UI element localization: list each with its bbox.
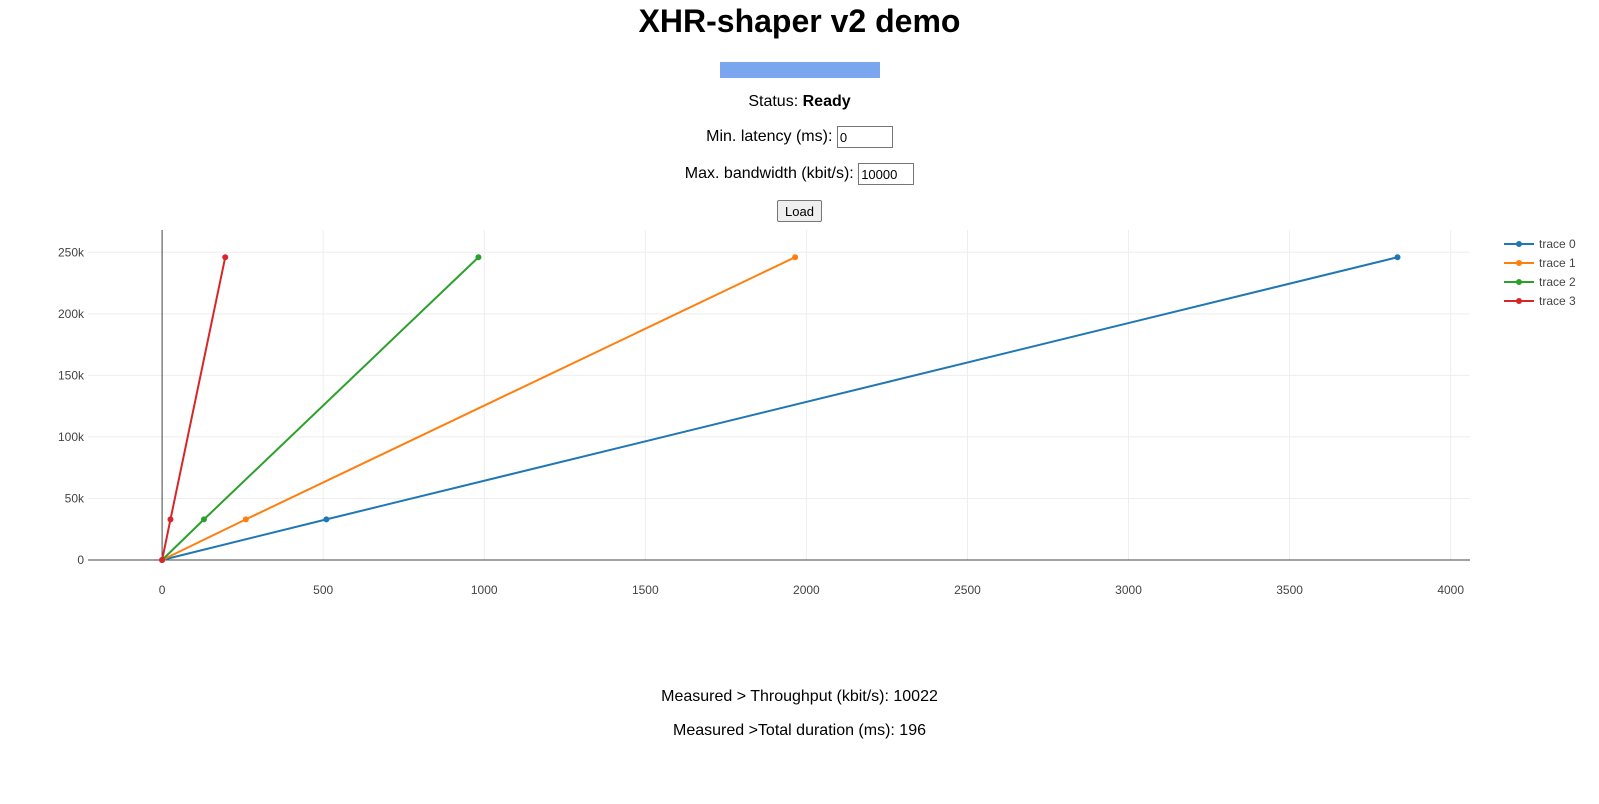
series-point-0 [1394, 254, 1401, 261]
y-tick-label: 50k [65, 491, 85, 505]
x-tick-label: 1500 [632, 583, 659, 597]
y-tick-label: 250k [58, 245, 85, 259]
series-point-3 [222, 254, 229, 261]
y-tick-label: 100k [58, 430, 85, 444]
bandwidth-label: Max. bandwidth (kbit/s): [684, 165, 854, 183]
legend-marker-2 [1516, 279, 1522, 285]
series-line-0 [161, 256, 1398, 561]
x-tick-label: 1000 [471, 583, 498, 597]
series-point-0 [323, 516, 330, 523]
series-line-2 [161, 256, 480, 561]
y-tick-label: 200k [58, 307, 85, 321]
series-point-1 [242, 516, 249, 523]
x-tick-label: 0 [159, 583, 166, 597]
latency-row: Min. latency (ms): [0, 126, 1599, 148]
series-point-3 [159, 557, 166, 563]
series-line-1 [161, 256, 796, 561]
series-point-2 [200, 516, 207, 523]
status-value: Ready [802, 93, 851, 110]
status-label: Status: [748, 93, 799, 110]
progress-bar [720, 62, 880, 78]
series-point-1 [792, 254, 799, 261]
x-tick-label: 2000 [793, 583, 820, 597]
x-tick-label: 3000 [1115, 583, 1142, 597]
page-title: XHR-shaper v2 demo [638, 3, 961, 39]
x-tick-label: 2500 [954, 583, 981, 597]
legend-marker-3 [1516, 298, 1522, 304]
legend-label-0: trace 0 [1539, 237, 1576, 251]
throughput-chart: 0 500 1000 1500 2000 2500 3000 3500 4000 0 50k 100k… [58, 230, 1576, 597]
status-row: Status: Ready [0, 92, 1599, 112]
latency-label: Min. latency (ms): [706, 128, 833, 146]
measured-throughput: Measured > Throughput (kbit/s): 10022 [661, 688, 938, 705]
measured-duration: Measured >Total duration (ms): 196 [672, 722, 926, 739]
latency-input[interactable] [836, 126, 893, 148]
legend-marker-1 [1516, 260, 1522, 266]
series-point-2 [475, 254, 482, 261]
x-tick-label: 3500 [1276, 583, 1303, 597]
bandwidth-row: Max. bandwidth (kbit/s): [0, 163, 1599, 185]
legend-label-1: trace 1 [1539, 256, 1576, 270]
legend-label-3: trace 3 [1539, 294, 1576, 308]
y-tick-label: 0 [77, 553, 84, 567]
legend-label-2: trace 2 [1539, 275, 1576, 289]
series-line-3 [161, 257, 227, 561]
load-button[interactable]: Load [777, 200, 822, 222]
x-tick-label: 500 [313, 583, 333, 597]
x-tick-label: 4000 [1437, 583, 1464, 597]
legend-marker-0 [1516, 241, 1522, 247]
bandwidth-input[interactable] [858, 163, 915, 185]
load-row: Load [0, 200, 1599, 222]
series-point-3 [167, 516, 174, 523]
y-tick-label: 150k [58, 368, 85, 382]
progress-bar-fill [720, 62, 880, 78]
